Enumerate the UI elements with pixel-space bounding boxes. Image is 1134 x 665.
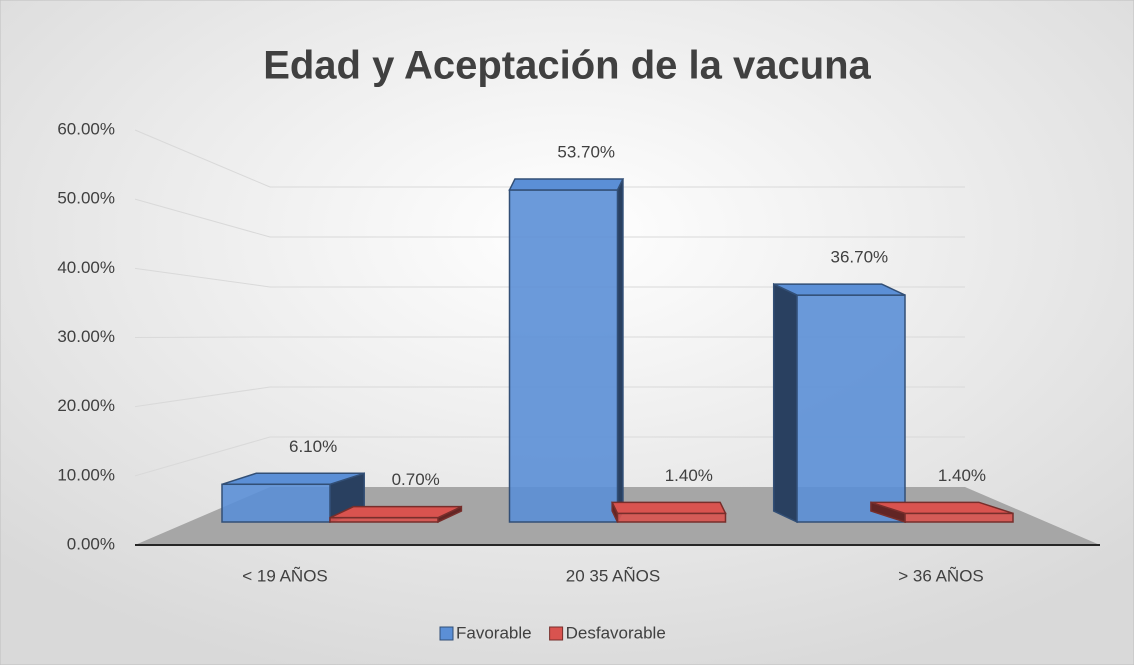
bar-top [870,501,1014,515]
chart-title: Edad y Aceptación de la vacuna [263,44,871,88]
x-tick-label: > 36 AÑOS [898,566,984,585]
y-tick-label: 30.00% [57,327,115,346]
grid-line [134,129,271,188]
y-tick-label: 50.00% [57,189,115,208]
y-tick-label: 20.00% [57,396,115,415]
bar-side [772,282,798,524]
legend-label: Desfavorable [566,623,666,642]
y-tick-label: 0.00% [67,534,115,553]
data-label: 36.70% [831,248,889,267]
bar [508,189,619,523]
bar [796,294,906,523]
x-tick-label: < 19 AÑOS [242,566,328,585]
grid-line [134,336,271,338]
bar [616,512,727,523]
data-label: 6.10% [289,437,337,456]
legend-swatch [549,626,564,641]
bar-top [508,178,625,191]
data-label: 53.70% [557,142,615,161]
data-label: 0.70% [392,470,440,489]
data-label: 1.40% [665,466,713,485]
y-tick-label: 10.00% [57,465,115,484]
x-tick-label: 20 35 AÑOS [566,566,661,585]
grid-line [134,386,271,408]
bar-top [221,472,365,486]
y-tick-label: 40.00% [57,258,115,277]
legend-label: Favorable [456,623,532,642]
data-label: 1.40% [938,466,986,485]
bar-top [610,501,727,515]
bar-top [329,505,462,519]
bar-top [773,283,906,296]
y-tick-label: 60.00% [57,119,115,138]
legend-swatch [439,626,454,641]
bar-side [616,178,624,523]
bar [221,483,331,523]
grid-line [134,198,271,238]
grid-line [134,436,271,477]
grid-line [134,267,271,288]
bar [904,512,1014,523]
